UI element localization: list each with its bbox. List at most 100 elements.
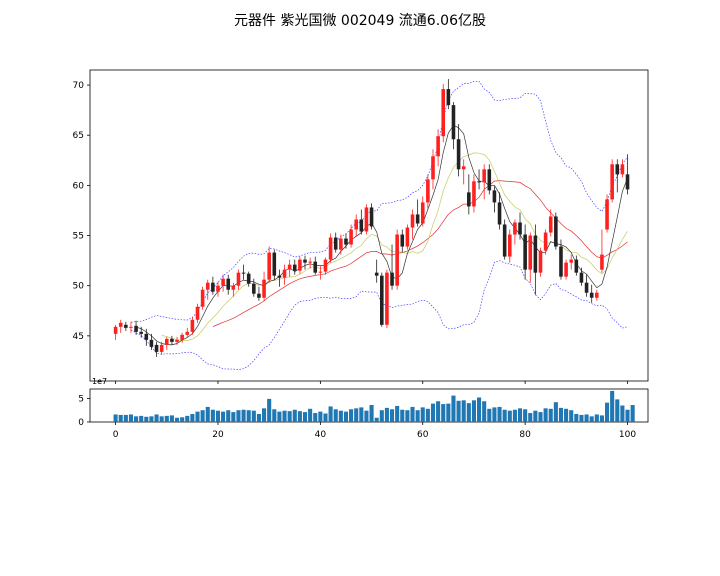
- volume-bar: [604, 402, 610, 422]
- volume-bar: [302, 412, 308, 422]
- candle-body: [385, 272, 389, 325]
- candle-body: [318, 271, 323, 273]
- volume-bar: [174, 417, 180, 422]
- ma-mid-line: [161, 152, 628, 341]
- volume-bar: [610, 390, 615, 422]
- volume-bar: [569, 410, 574, 422]
- volume-bar: [139, 415, 144, 422]
- candle-body: [451, 105, 456, 140]
- candle-body: [610, 164, 614, 200]
- candle-body: [205, 282, 210, 290]
- candle-body: [380, 275, 384, 325]
- candle-body: [359, 219, 364, 232]
- price-y-tick-label: 65: [73, 131, 84, 141]
- volume-bar: [507, 410, 512, 422]
- candle-body: [118, 322, 123, 327]
- volume-bar: [256, 413, 261, 422]
- candle-body: [277, 275, 282, 278]
- candle-body: [441, 89, 446, 137]
- candle-body: [492, 190, 497, 203]
- volume-bar: [497, 406, 502, 422]
- volume-bar: [267, 398, 272, 422]
- candle-body: [211, 282, 215, 292]
- volume-bar: [430, 403, 436, 422]
- volume-bar: [318, 411, 323, 422]
- candle-body: [579, 272, 584, 283]
- volume-bar: [625, 409, 630, 422]
- candle-body: [589, 292, 594, 298]
- volume-bar: [262, 408, 267, 422]
- candle-body: [543, 232, 548, 251]
- volume-bar: [451, 395, 456, 422]
- x-tick-label: 40: [315, 430, 327, 440]
- candle-body: [154, 344, 159, 352]
- volume-bar: [395, 405, 400, 422]
- volume-bar: [205, 406, 210, 422]
- candle-body: [415, 214, 420, 224]
- volume-bar: [169, 415, 174, 422]
- price-y-tick-label: 45: [73, 332, 84, 342]
- volume-bar: [584, 414, 589, 422]
- candle-body: [195, 306, 200, 320]
- volume-bar: [123, 414, 128, 422]
- volume-bar: [471, 400, 476, 422]
- candle-body: [231, 285, 236, 290]
- candle-body: [252, 283, 256, 294]
- x-tick-label: 20: [212, 430, 224, 440]
- candle-body: [620, 164, 625, 175]
- candle-body: [426, 179, 430, 203]
- candle-body: [487, 169, 492, 191]
- candle-body: [287, 264, 292, 270]
- candle-body: [180, 334, 184, 340]
- volume-bar: [251, 410, 256, 422]
- candle-body: [497, 202, 502, 225]
- candle-body: [159, 344, 164, 352]
- candle-body: [605, 199, 609, 230]
- volume-bar: [231, 412, 236, 422]
- volume-bar: [333, 409, 338, 422]
- candle-body: [538, 250, 543, 273]
- candle-body: [129, 326, 133, 328]
- candle-body: [584, 282, 589, 293]
- volume-bar: [113, 414, 118, 422]
- volume-bar: [548, 408, 553, 422]
- ma-long-line: [212, 180, 628, 327]
- candle-body: [595, 292, 599, 298]
- candle-body: [170, 338, 174, 342]
- volume-bar: [369, 405, 374, 422]
- price-axes-frame: [89, 69, 649, 382]
- volume-bar: [492, 407, 497, 422]
- candle-body: [467, 192, 471, 207]
- candle-body: [246, 273, 251, 284]
- candle-body: [313, 261, 318, 273]
- candle-body: [298, 259, 302, 271]
- price-y-tick-label: 60: [73, 181, 85, 191]
- volume-bar: [144, 416, 149, 422]
- candle-body: [482, 169, 486, 183]
- candle-body: [267, 252, 271, 280]
- candle-body: [364, 207, 369, 232]
- volume-bar: [446, 403, 451, 422]
- candle-body: [344, 238, 348, 245]
- candle-body: [328, 237, 333, 260]
- candle-body: [502, 224, 507, 257]
- volume-bar: [118, 414, 123, 422]
- candle-body: [333, 237, 338, 250]
- price-y-tick-label: 55: [73, 232, 84, 242]
- volume-bar: [517, 408, 523, 422]
- volume-bar: [384, 407, 389, 422]
- candle-body: [236, 272, 241, 286]
- volume-bar: [246, 410, 251, 422]
- volume-bar: [149, 416, 154, 422]
- volume-bar: [415, 410, 420, 422]
- candle-body: [323, 259, 328, 272]
- volume-bar: [308, 408, 313, 422]
- candle-body: [523, 234, 527, 270]
- candle-body: [374, 272, 379, 276]
- volume-y-tick-label: 0: [78, 418, 84, 428]
- candle-body: [221, 278, 225, 286]
- volume-bar: [349, 409, 354, 422]
- volume-bar: [579, 414, 584, 422]
- candle-body: [548, 216, 553, 233]
